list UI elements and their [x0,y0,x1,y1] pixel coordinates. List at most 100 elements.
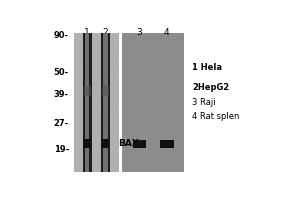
Bar [85,41,86,42]
Text: 2HepG2: 2HepG2 [192,83,230,92]
Bar [95,65,96,66]
Bar [90,56,91,57]
Bar [76,120,77,121]
Bar [111,60,112,61]
Bar [118,151,119,152]
Bar [92,164,93,165]
Bar [114,78,115,79]
Bar [116,106,117,107]
Bar [114,151,115,152]
Bar [101,106,102,107]
Bar [103,78,104,79]
Bar [100,81,101,82]
Bar [97,110,98,111]
Bar [79,165,80,166]
Bar [80,155,81,156]
Text: 1 Hela: 1 Hela [192,63,222,72]
Bar [107,37,108,38]
Bar [92,58,93,59]
Bar [88,151,89,152]
Bar [94,120,95,121]
Text: 1: 1 [84,28,90,37]
Bar [89,168,90,169]
Bar [74,142,75,143]
Bar [90,127,91,128]
Bar [108,64,109,65]
Bar [85,84,86,85]
Bar [118,94,119,95]
Bar [74,132,75,133]
Bar [101,139,110,148]
Bar [90,100,91,101]
Bar [101,109,102,110]
Bar [96,41,97,42]
Bar [101,34,102,35]
Bar [80,43,81,44]
Bar [98,111,99,112]
Bar [95,140,96,141]
Bar [92,152,93,153]
Bar [89,102,90,103]
Bar [79,39,80,40]
Bar [84,130,85,131]
Bar [111,113,112,114]
Bar [107,84,108,85]
Bar [103,166,104,167]
Text: 4: 4 [164,28,169,37]
Bar [90,164,91,165]
Bar [88,42,89,43]
Bar [81,64,82,65]
Bar [86,164,87,165]
Bar [110,32,111,33]
Bar [101,83,102,84]
Bar [77,146,78,147]
Bar [84,136,85,137]
Bar [105,90,106,91]
Bar [83,136,84,137]
Bar [89,54,90,55]
Bar [102,156,103,157]
Text: 19-: 19- [54,145,69,154]
Bar [102,86,109,96]
Bar [106,107,107,108]
Bar [86,125,87,126]
Bar [100,147,101,148]
Bar [122,33,184,172]
Bar [93,63,94,64]
Bar [114,67,115,68]
Bar [80,112,81,113]
Bar [81,165,82,166]
Bar [74,62,75,63]
Text: 3 Raji: 3 Raji [192,98,216,107]
Bar [107,143,108,144]
Bar [113,144,114,145]
Bar [78,80,79,81]
Bar [117,148,118,149]
Bar [86,129,87,130]
Bar [109,168,110,169]
Bar [110,63,111,64]
Bar [107,58,108,59]
Bar [86,162,87,163]
Bar [109,159,110,160]
Bar [76,147,77,148]
Bar [79,56,80,57]
Bar [97,128,98,129]
Bar [108,83,109,84]
Bar [81,101,82,102]
Text: BAX: BAX [118,139,139,148]
Bar [90,159,91,160]
Bar [92,165,93,166]
Bar [97,158,98,159]
Bar [116,63,117,64]
Bar [106,92,107,93]
Bar [107,60,108,61]
Bar [74,126,75,127]
Bar [95,76,96,77]
Bar [103,127,104,128]
Bar [105,128,106,129]
Bar [116,48,117,49]
Bar [74,61,75,62]
Bar [85,33,89,172]
Bar [87,137,88,138]
